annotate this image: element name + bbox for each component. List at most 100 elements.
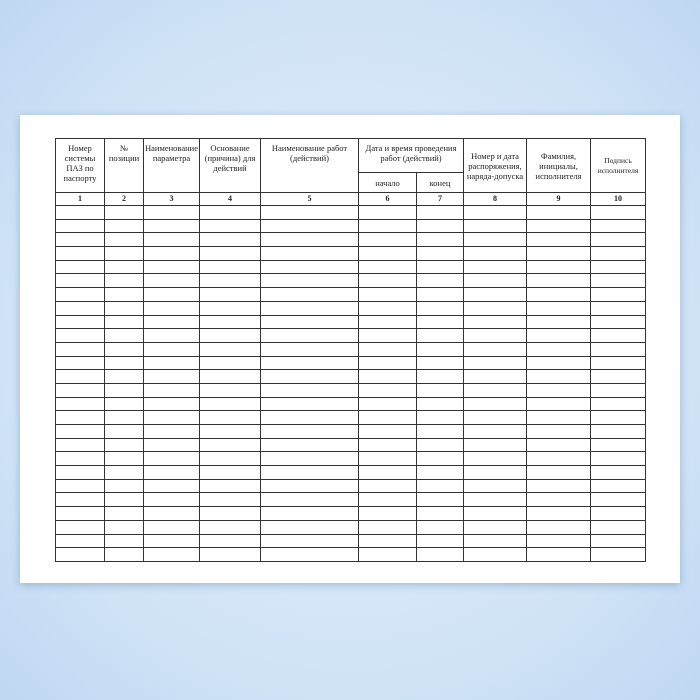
table-cell — [463, 246, 528, 261]
table-cell — [55, 218, 105, 234]
table-row — [55, 287, 647, 302]
header-parameter-name: Наименование параметра — [143, 138, 200, 193]
table-row — [55, 492, 647, 508]
table-cell — [104, 218, 144, 234]
header-signature: Подпись исполнителя — [590, 138, 647, 193]
table-cell — [199, 382, 261, 398]
table-cell — [199, 300, 261, 316]
table-cell — [526, 410, 592, 425]
table-cell — [415, 287, 465, 302]
table-cell — [463, 328, 528, 343]
table-cell — [143, 547, 200, 562]
table-cell — [590, 382, 647, 398]
table-cell — [104, 396, 144, 412]
table-cell — [415, 232, 465, 248]
table-cell — [143, 314, 200, 330]
table-cell — [463, 369, 528, 384]
table-cell — [526, 533, 592, 549]
table-cell — [260, 355, 359, 371]
table-cell — [358, 382, 417, 398]
table-cell — [55, 205, 105, 220]
table-cell — [463, 355, 528, 371]
table-cell — [199, 246, 261, 261]
table-row — [55, 341, 647, 357]
table-cell — [143, 465, 200, 480]
table-cell — [358, 341, 417, 357]
table-cell — [55, 424, 105, 439]
table-cell — [415, 424, 465, 439]
table-cell — [358, 369, 417, 384]
table-cell — [590, 547, 647, 562]
column-number: 9 — [526, 192, 592, 206]
table-cell — [260, 465, 359, 480]
table-cell — [199, 355, 261, 371]
table-cell — [199, 465, 261, 480]
table-cell — [463, 547, 528, 562]
table-cell — [260, 341, 359, 357]
table-cell — [260, 287, 359, 302]
table-cell — [590, 341, 647, 357]
header-work-name: Наименование работ (действий) — [260, 138, 359, 193]
table-cell — [143, 232, 200, 248]
table-cell — [463, 451, 528, 467]
table-cell — [260, 382, 359, 398]
table-cell — [463, 396, 528, 412]
table-cell — [55, 465, 105, 480]
table-row — [55, 410, 647, 425]
table-cell — [104, 287, 144, 302]
table-cell — [199, 232, 261, 248]
table-cell — [55, 478, 105, 494]
table-row — [55, 424, 647, 439]
table-cell — [199, 273, 261, 289]
table-cell — [143, 492, 200, 508]
table-cell — [199, 533, 261, 549]
table-cell — [526, 519, 592, 535]
table-cell — [199, 205, 261, 220]
table-cell — [590, 451, 647, 467]
table-cell — [260, 218, 359, 234]
table-cell — [104, 355, 144, 371]
table-cell — [143, 341, 200, 357]
table-cell — [260, 492, 359, 508]
table-cell — [526, 424, 592, 439]
table-cell — [55, 273, 105, 289]
table-cell — [143, 396, 200, 412]
table-cell — [143, 273, 200, 289]
table-cell — [199, 369, 261, 384]
table-cell — [55, 328, 105, 343]
table-cell — [526, 314, 592, 330]
table-cell — [526, 218, 592, 234]
table-cell — [260, 246, 359, 261]
table-row — [55, 451, 647, 467]
table-cell — [104, 273, 144, 289]
table-cell — [358, 273, 417, 289]
header-reason: Основание (причина) для действий — [199, 138, 261, 193]
table-cell — [260, 424, 359, 439]
table-cell — [463, 478, 528, 494]
table-cell — [143, 410, 200, 425]
table-cell — [590, 205, 647, 220]
table-cell — [104, 451, 144, 467]
table-cell — [104, 424, 144, 439]
table-row — [55, 328, 647, 343]
table-cell — [104, 533, 144, 549]
table-cell — [358, 437, 417, 453]
table-cell — [415, 300, 465, 316]
table-cell — [55, 246, 105, 261]
table-cell — [55, 506, 105, 521]
table-cell — [463, 410, 528, 425]
table-cell — [526, 465, 592, 480]
table-cell — [415, 259, 465, 275]
table-cell — [415, 396, 465, 412]
table-cell — [104, 300, 144, 316]
table-cell — [415, 478, 465, 494]
table-cell — [199, 410, 261, 425]
table-cell — [104, 506, 144, 521]
table-cell — [526, 300, 592, 316]
table-cell — [104, 465, 144, 480]
table-cell — [590, 492, 647, 508]
column-number: 7 — [415, 192, 465, 206]
table-row — [55, 437, 647, 453]
table-cell — [260, 314, 359, 330]
table-cell — [526, 246, 592, 261]
